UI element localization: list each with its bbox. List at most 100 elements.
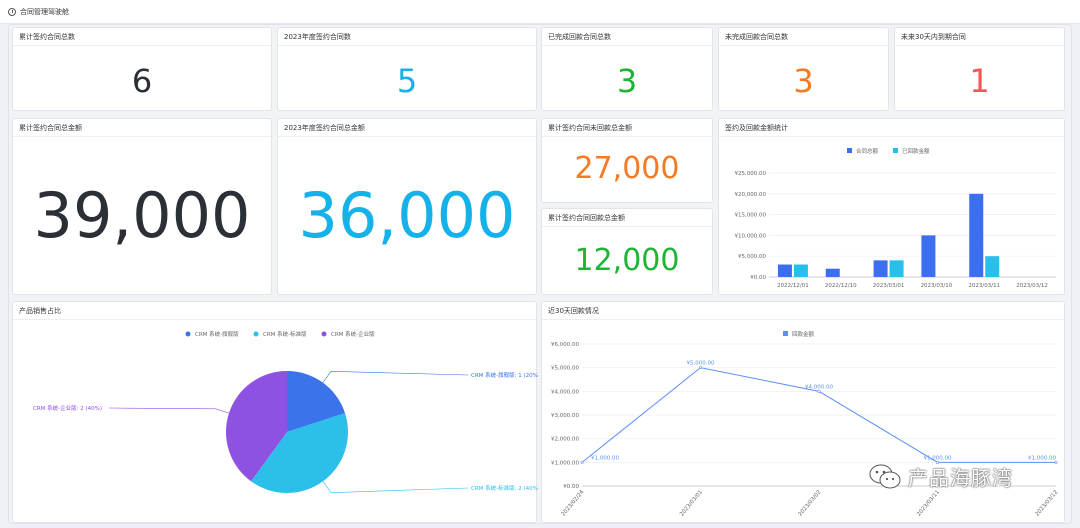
amount-label: 累计签约合同总金额 <box>13 119 271 137</box>
y-tick-label: ¥6,000.00 <box>551 342 579 348</box>
data-label: ¥1,000.00 <box>591 455 619 461</box>
y-tick-label: ¥25,000.00 <box>735 171 767 177</box>
legend-label: 已回款金额 <box>902 147 930 155</box>
x-tick-label: 2023/02/24 <box>561 489 586 518</box>
amount-value: 27,000 <box>574 151 680 186</box>
data-point <box>580 460 584 464</box>
amount-value: 12,000 <box>574 243 680 278</box>
data-label: ¥5,000.00 <box>687 361 715 367</box>
pie-slice <box>251 413 348 493</box>
y-tick-label: ¥20,000.00 <box>735 192 767 198</box>
y-tick-label: ¥2,000.00 <box>551 437 579 443</box>
x-tick-label: 2023/03/12 <box>1016 283 1048 289</box>
y-tick-label: ¥1,000.00 <box>551 460 579 466</box>
y-tick-label: ¥0.00 <box>563 484 579 490</box>
x-tick-label: 2023/03/01 <box>679 489 704 517</box>
line-chart: 回款金额 ¥0.00 ¥1,000.00 ¥2,000.00 ¥3,000.00 ¥4,0… <box>551 330 1060 518</box>
kpi-label: 2023年度签约合同数 <box>278 28 536 46</box>
pie-chart: CRM 系统-旗舰版 CRM 系统-标准版 CRM 系统-企业版 CRM 系统-旗舰版… <box>33 330 538 493</box>
legend-swatch <box>185 331 191 337</box>
legend-swatch <box>847 148 852 153</box>
kpi-card-2023-contracts[interactable]: 2023年度签约合同数 5 <box>277 27 537 111</box>
kpi-value: 1 <box>969 62 990 100</box>
y-tick-label: ¥0.00 <box>750 275 766 281</box>
x-tick-label: 2023/03/11 <box>968 283 1000 289</box>
y-tick-label: ¥4,000.00 <box>551 389 579 395</box>
y-tick-label: ¥5,000.00 <box>551 366 579 372</box>
legend-swatch <box>253 331 259 337</box>
chart-title: 近30天回款情况 <box>542 302 1064 320</box>
kpi-card-pending-payments[interactable]: 未完成回款合同总数 3 <box>718 27 889 111</box>
bar <box>921 235 936 277</box>
legend-swatch <box>783 331 788 336</box>
bar <box>873 260 888 277</box>
kpi-label: 未来30天内到期合同 <box>895 28 1064 46</box>
legend-label: CRM 系统-旗舰版 <box>195 330 239 338</box>
kpi-value: 5 <box>396 62 418 100</box>
bar <box>969 193 984 277</box>
bar <box>985 256 1000 277</box>
watermark-text: 产品海豚湾 <box>908 466 1013 490</box>
kpi-card-completed-payments[interactable]: 已完成回款合同总数 3 <box>541 27 713 111</box>
chart-title: 签约及回款金额统计 <box>719 119 1064 137</box>
leader-line <box>322 481 469 493</box>
legend-swatch <box>321 331 327 337</box>
amount-card-2023[interactable]: 2023年度签约合同总金额 36,000 <box>277 118 537 295</box>
leader-line <box>108 407 230 414</box>
legend-label: CRM 系统-标准版 <box>263 330 307 338</box>
x-tick-label: 2023/03/10 <box>921 283 953 289</box>
kpi-value: 6 <box>131 62 153 100</box>
bar-chart: 合同总额 已回款金额 ¥0.00 ¥5,000.00 ¥10,000.00 ¥15,000… <box>735 147 1056 289</box>
data-point <box>699 366 703 370</box>
kpi-label: 已完成回款合同总数 <box>542 28 712 46</box>
bar <box>889 260 904 277</box>
amount-value: 39,000 <box>33 179 251 252</box>
pie-slice <box>287 371 346 432</box>
kpi-value: 3 <box>616 62 638 100</box>
x-tick-label: 2023/03/12 <box>1035 489 1060 517</box>
y-tick-label: ¥5,000.00 <box>738 254 766 260</box>
bar <box>825 268 840 277</box>
amount-card-total[interactable]: 累计签约合同总金额 39,000 <box>12 118 272 295</box>
amount-label: 2023年度签约合同总金额 <box>278 119 536 137</box>
line-chart-card[interactable]: 近30天回款情况 回款金额 ¥0.00 ¥1,000.00 ¥2,000.00 ¥3,0… <box>541 301 1065 523</box>
pie-chart-card[interactable]: 产品销售占比 CRM 系统-旗舰版 CRM 系统-标准版 CRM 系统-企业版 CRM… <box>12 301 538 523</box>
wechat-icon <box>869 464 901 488</box>
legend-label: 回款金额 <box>792 330 815 338</box>
data-point <box>817 389 821 393</box>
watermark: 产品海豚湾 <box>868 462 1013 491</box>
x-tick-label: 2023/03/02 <box>798 489 823 517</box>
amount-card-paid[interactable]: 累计签约合同回款总金额 12,000 <box>541 208 713 295</box>
amount-label: 累计签约合同回款总金额 <box>542 209 712 227</box>
y-tick-label: ¥15,000.00 <box>735 213 767 219</box>
pie-slice <box>225 371 287 482</box>
data-point <box>1054 460 1058 464</box>
legend-label: CRM 系统-企业版 <box>331 330 375 338</box>
bar <box>777 264 792 277</box>
kpi-label: 未完成回款合同总数 <box>719 28 888 46</box>
data-point <box>935 460 939 464</box>
x-tick-label: 2022/12/01 <box>777 283 809 289</box>
legend-label: 合同总额 <box>856 147 879 155</box>
bar-chart-card[interactable]: 签约及回款金额统计 合同总额 已回款金额 ¥0.00 ¥5,000.00 ¥10,000… <box>718 118 1065 295</box>
x-tick-label: 2023/03/11 <box>916 489 941 517</box>
y-tick-label: ¥3,000.00 <box>551 413 579 419</box>
chart-title: 产品销售占比 <box>13 302 536 320</box>
page-title: 合同管理驾驶舱 <box>20 7 69 16</box>
kpi-card-total-contracts[interactable]: 累计签约合同总数 6 <box>12 27 272 111</box>
leader-line <box>322 371 469 383</box>
amount-label: 累计签约合同未回款总金额 <box>542 119 712 137</box>
kpi-label: 累计签约合同总数 <box>13 28 271 46</box>
x-tick-label: 2022/12/10 <box>825 283 857 289</box>
dashboard-icon <box>8 7 16 16</box>
slice-label: CRM 系统-标准版: 2 (40%) <box>471 484 538 492</box>
top-bar: 合同管理驾驶舱 <box>0 0 1080 24</box>
amount-value: 36,000 <box>298 179 516 252</box>
amount-card-unpaid[interactable]: 累计签约合同未回款总金额 27,000 <box>541 118 713 203</box>
kpi-value: 3 <box>793 62 814 100</box>
x-tick-label: 2023/03/01 <box>873 283 905 289</box>
slice-label: CRM 系统-旗舰版: 1 (20%) <box>471 371 538 379</box>
y-tick-label: ¥10,000.00 <box>735 233 767 239</box>
slice-label: CRM 系统-企业版: 2 (40%) <box>33 404 102 412</box>
kpi-card-expiring-contracts[interactable]: 未来30天内到期合同 1 <box>894 27 1065 111</box>
